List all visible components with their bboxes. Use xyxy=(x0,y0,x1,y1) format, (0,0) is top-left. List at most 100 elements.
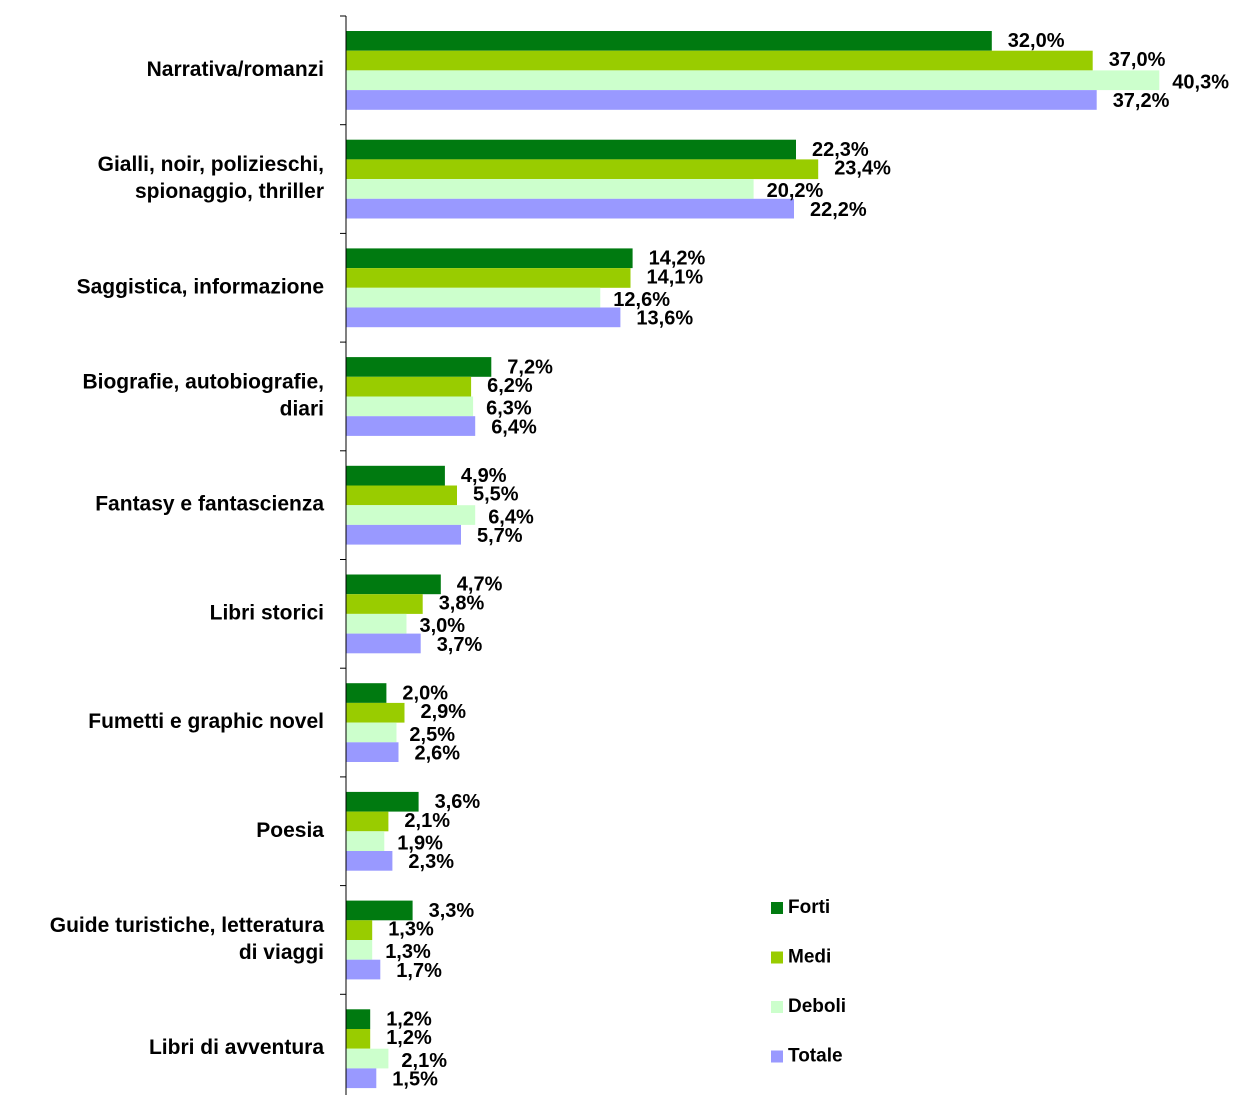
data-label-forti-0: 32,0% xyxy=(1008,30,1065,52)
bar-medi-4 xyxy=(346,485,457,506)
category-label-line: Poesia xyxy=(256,819,324,842)
data-label-totale-5: 3,7% xyxy=(437,634,483,656)
data-label-totale-7: 2,3% xyxy=(408,851,454,873)
data-label-deboli-7: 1,9% xyxy=(397,832,443,854)
legend-label-totale: Totale xyxy=(788,1046,843,1067)
bar-totale-5 xyxy=(346,633,421,654)
category-label-9: Libri di avventura xyxy=(149,1036,324,1059)
category-label-line: Libri di avventura xyxy=(149,1036,324,1059)
bar-totale-9 xyxy=(346,1068,377,1089)
bar-medi-9 xyxy=(346,1029,371,1049)
data-label-forti-3: 7,2% xyxy=(507,356,553,378)
bar-deboli-1 xyxy=(346,179,754,199)
bar-deboli-6 xyxy=(346,722,397,743)
bar-forti-8 xyxy=(346,900,413,921)
legend-swatch-medi xyxy=(771,951,783,964)
data-label-forti-2: 14,2% xyxy=(649,248,706,270)
bar-forti-3 xyxy=(346,357,492,377)
category-label-line: di viaggi xyxy=(239,941,324,964)
bar-forti-1 xyxy=(346,139,796,160)
value-labels-layer: 32,0%22,3%14,2%7,2%4,9%4,7%2,0%3,6%3,3%1… xyxy=(385,30,1229,1090)
category-label-line: Libri storici xyxy=(210,601,324,624)
bar-forti-9 xyxy=(346,1009,371,1029)
bars-layer xyxy=(346,31,1160,1089)
legend-label-forti: Forti xyxy=(788,897,830,918)
data-label-forti-1: 22,3% xyxy=(812,139,869,161)
data-label-totale-1: 22,2% xyxy=(810,199,867,221)
legend-swatch-deboli xyxy=(771,1001,783,1013)
category-label-7: Poesia xyxy=(256,819,324,842)
bar-medi-8 xyxy=(346,920,373,940)
data-label-deboli-0: 40,3% xyxy=(1172,72,1229,94)
data-label-medi-7: 2,1% xyxy=(404,810,450,832)
bar-medi-7 xyxy=(346,811,389,832)
bar-medi-1 xyxy=(346,159,819,180)
data-label-medi-8: 1,3% xyxy=(388,918,434,940)
category-label-8: Guide turistiche, letteratura di viaggi xyxy=(50,914,325,964)
data-label-deboli-4: 6,4% xyxy=(488,506,534,528)
bar-deboli-0 xyxy=(346,70,1160,91)
bar-deboli-5 xyxy=(346,613,407,634)
bar-forti-7 xyxy=(346,791,419,812)
bar-medi-2 xyxy=(346,268,631,288)
data-label-medi-6: 2,9% xyxy=(421,701,467,723)
data-label-medi-5: 3,8% xyxy=(439,592,485,614)
bar-totale-6 xyxy=(346,742,399,762)
category-label-line: Guide turistiche, letteratura xyxy=(50,914,325,937)
data-label-forti-9: 1,2% xyxy=(386,1008,432,1030)
data-label-deboli-8: 1,3% xyxy=(385,941,431,963)
bar-medi-5 xyxy=(346,594,423,614)
category-label-line: diari xyxy=(280,398,324,421)
data-label-forti-4: 4,9% xyxy=(461,465,507,487)
legend-swatch-totale xyxy=(771,1050,783,1063)
data-label-forti-7: 3,6% xyxy=(435,791,481,813)
data-label-deboli-6: 2,5% xyxy=(409,724,455,746)
data-label-deboli-3: 6,3% xyxy=(486,398,532,420)
category-label-line: Gialli, noir, polizieschi, xyxy=(98,153,324,176)
category-label-line: Fumetti e graphic novel xyxy=(88,710,324,733)
data-label-deboli-9: 2,1% xyxy=(401,1050,447,1072)
category-label-line: Saggistica, informazione xyxy=(77,275,324,298)
bar-medi-6 xyxy=(346,702,405,723)
category-label-3: Biografie, autobiografie, diari xyxy=(82,371,324,421)
category-label-6: Fumetti e graphic novel xyxy=(88,710,324,733)
category-label-line: spionaggio, thriller xyxy=(135,180,324,203)
data-label-medi-0: 37,0% xyxy=(1109,49,1166,71)
bar-totale-8 xyxy=(346,959,381,980)
data-label-medi-2: 14,1% xyxy=(647,266,704,288)
bar-forti-2 xyxy=(346,248,633,269)
data-label-forti-8: 3,3% xyxy=(429,900,475,922)
data-label-deboli-1: 20,2% xyxy=(767,180,824,202)
category-labels-layer: Narrativa/romanzi Gialli, noir, poliziesc… xyxy=(50,58,325,1059)
data-label-medi-9: 1,2% xyxy=(386,1027,432,1049)
data-label-totale-0: 37,2% xyxy=(1113,90,1170,112)
legend: Forti Medi Deboli Totale xyxy=(771,897,846,1067)
data-label-deboli-5: 3,0% xyxy=(420,615,466,637)
bar-forti-4 xyxy=(346,465,445,486)
bar-deboli-7 xyxy=(346,831,385,851)
bar-forti-0 xyxy=(346,31,992,51)
category-label-line: Biografie, autobiografie, xyxy=(82,371,324,394)
category-label-line: Narrativa/romanzi xyxy=(147,58,324,81)
bar-deboli-4 xyxy=(346,505,476,525)
bar-forti-6 xyxy=(346,683,387,703)
data-label-totale-8: 1,7% xyxy=(396,960,442,982)
bar-deboli-2 xyxy=(346,287,601,308)
data-label-totale-2: 13,6% xyxy=(636,308,693,330)
data-label-forti-6: 2,0% xyxy=(402,682,448,704)
data-label-deboli-2: 12,6% xyxy=(613,289,670,311)
data-label-medi-4: 5,5% xyxy=(473,484,519,506)
data-label-medi-3: 6,2% xyxy=(487,375,533,397)
data-label-totale-9: 1,5% xyxy=(392,1069,438,1091)
bar-totale-4 xyxy=(346,524,461,545)
category-label-line: Fantasy e fantascienza xyxy=(95,493,324,516)
category-label-0: Narrativa/romanzi xyxy=(147,58,324,81)
category-label-2: Saggistica, informazione xyxy=(77,275,324,298)
data-label-forti-5: 4,7% xyxy=(457,574,503,596)
data-label-totale-4: 5,7% xyxy=(477,525,523,547)
bar-totale-3 xyxy=(346,416,476,436)
bar-medi-3 xyxy=(346,376,472,397)
bar-totale-0 xyxy=(346,90,1097,110)
bar-deboli-9 xyxy=(346,1048,389,1069)
bar-totale-2 xyxy=(346,307,621,328)
